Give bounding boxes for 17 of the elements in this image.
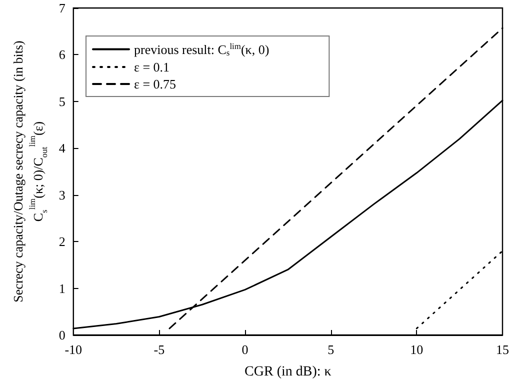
y-tick-label: 6: [58, 47, 66, 62]
y-tick-label: 4: [58, 140, 66, 156]
x-axis-title: CGR (in dB): κ: [244, 364, 332, 380]
y-tick-label: 7: [58, 0, 66, 16]
x-tick-label: 0: [242, 342, 248, 357]
x-tick-label: 15: [496, 342, 509, 357]
y-tick-label: 1: [58, 280, 66, 296]
y-tick-label: 3: [58, 187, 66, 202]
y-tick-label: 0: [58, 328, 66, 342]
x-tick-label: 10: [410, 342, 424, 357]
x-tick-label: -5: [154, 342, 165, 357]
y-tick-label: 2: [58, 234, 66, 250]
legend-label: ε = 0.1: [134, 60, 170, 74]
legend-label: ε = 0.75: [134, 76, 176, 92]
y-tick-label: 5: [58, 94, 66, 109]
x-tick-label: -10: [64, 342, 82, 357]
x-tick-label: 5: [328, 342, 334, 357]
